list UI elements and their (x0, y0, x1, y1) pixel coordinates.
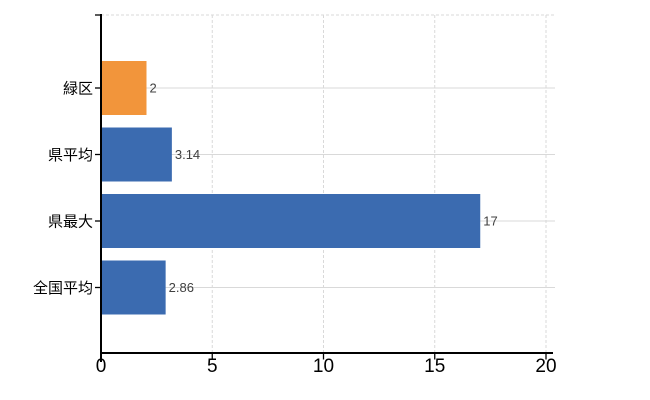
bar-1 (102, 127, 172, 182)
bar-2 (102, 194, 481, 248)
x-tick-label: 20 (535, 356, 556, 377)
category-label: 県最大 (48, 213, 93, 230)
value-label: 3.14 (175, 147, 200, 162)
x-tick-label: 0 (96, 356, 107, 377)
bar-3 (102, 260, 166, 315)
value-label: 2 (150, 81, 157, 96)
value-label: 2.86 (169, 280, 194, 295)
value-label: 17 (483, 214, 497, 229)
bar-0 (102, 61, 147, 115)
category-label: 県平均 (48, 147, 93, 164)
category-label: 緑区 (63, 80, 93, 97)
x-tick-label: 15 (424, 356, 445, 377)
category-label: 全国平均 (33, 279, 93, 297)
x-tick-label: 10 (313, 356, 334, 377)
x-tick-label: 5 (207, 356, 218, 377)
